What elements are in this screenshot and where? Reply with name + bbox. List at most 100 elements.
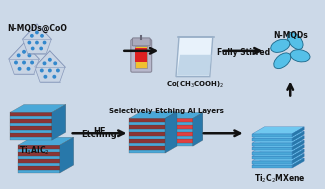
Circle shape	[31, 35, 33, 37]
Polygon shape	[292, 149, 304, 159]
Polygon shape	[10, 119, 52, 123]
Circle shape	[41, 69, 43, 72]
Polygon shape	[129, 146, 165, 150]
Polygon shape	[253, 158, 304, 165]
Polygon shape	[165, 132, 193, 136]
Circle shape	[31, 61, 33, 64]
Polygon shape	[292, 154, 304, 163]
Polygon shape	[253, 131, 304, 138]
Ellipse shape	[271, 39, 290, 52]
Polygon shape	[176, 37, 213, 77]
Circle shape	[18, 67, 21, 70]
Circle shape	[40, 47, 42, 50]
Polygon shape	[129, 143, 165, 146]
Circle shape	[36, 31, 38, 34]
Polygon shape	[253, 149, 304, 156]
Polygon shape	[10, 133, 52, 137]
Circle shape	[27, 67, 30, 70]
Circle shape	[53, 75, 56, 78]
Polygon shape	[129, 139, 165, 143]
Polygon shape	[292, 136, 304, 146]
Circle shape	[28, 54, 31, 57]
Circle shape	[43, 41, 46, 44]
Polygon shape	[129, 150, 165, 153]
Polygon shape	[10, 116, 52, 119]
Polygon shape	[18, 163, 60, 166]
Polygon shape	[165, 112, 203, 118]
Polygon shape	[165, 129, 193, 132]
Text: Ti$_3$AlC$_2$: Ti$_3$AlC$_2$	[19, 144, 49, 157]
Polygon shape	[292, 145, 304, 155]
Polygon shape	[35, 51, 65, 82]
Polygon shape	[18, 145, 60, 149]
FancyBboxPatch shape	[135, 46, 147, 68]
FancyBboxPatch shape	[132, 38, 150, 46]
Polygon shape	[253, 152, 292, 155]
Text: Fully Stirred: Fully Stirred	[217, 48, 270, 57]
Circle shape	[28, 41, 31, 44]
Polygon shape	[18, 159, 60, 163]
Text: Selectively Etching Al Layers: Selectively Etching Al Layers	[109, 108, 224, 114]
Polygon shape	[52, 105, 66, 140]
Polygon shape	[253, 145, 304, 152]
Circle shape	[43, 62, 46, 65]
Polygon shape	[129, 129, 165, 132]
Polygon shape	[129, 136, 165, 139]
Polygon shape	[292, 158, 304, 168]
Polygon shape	[253, 136, 304, 143]
Polygon shape	[253, 143, 292, 146]
Polygon shape	[253, 147, 292, 150]
Circle shape	[15, 61, 17, 64]
Polygon shape	[18, 170, 60, 173]
Polygon shape	[129, 125, 165, 129]
Polygon shape	[129, 111, 177, 118]
Circle shape	[49, 69, 51, 72]
Polygon shape	[129, 132, 165, 136]
Polygon shape	[18, 152, 60, 156]
Circle shape	[57, 69, 59, 72]
Polygon shape	[253, 127, 304, 134]
Polygon shape	[253, 140, 304, 147]
Polygon shape	[10, 105, 66, 112]
Text: Ti$_2$C$_2$MXene: Ti$_2$C$_2$MXene	[254, 173, 306, 185]
Circle shape	[41, 35, 43, 37]
FancyBboxPatch shape	[135, 48, 147, 62]
Polygon shape	[10, 123, 52, 126]
Circle shape	[44, 75, 46, 78]
Text: HF: HF	[93, 127, 106, 136]
Polygon shape	[9, 43, 39, 74]
Polygon shape	[165, 143, 193, 146]
Polygon shape	[10, 130, 52, 133]
Circle shape	[54, 62, 57, 65]
Text: Etching: Etching	[82, 130, 117, 139]
Polygon shape	[10, 137, 52, 140]
Polygon shape	[10, 112, 52, 116]
Circle shape	[18, 54, 20, 57]
Polygon shape	[165, 118, 193, 122]
Polygon shape	[253, 154, 304, 161]
Polygon shape	[10, 126, 52, 130]
Polygon shape	[165, 125, 193, 129]
Circle shape	[23, 61, 25, 64]
Polygon shape	[18, 166, 60, 170]
Polygon shape	[60, 137, 74, 173]
Polygon shape	[165, 139, 193, 143]
Text: N-MQDs: N-MQDs	[273, 31, 307, 40]
Circle shape	[36, 41, 38, 44]
Polygon shape	[193, 112, 203, 146]
Text: Co(CH$_3$COOH)$_2$: Co(CH$_3$COOH)$_2$	[166, 80, 224, 90]
Ellipse shape	[274, 53, 291, 69]
Polygon shape	[18, 149, 60, 152]
Polygon shape	[18, 156, 60, 159]
Polygon shape	[292, 140, 304, 150]
Polygon shape	[177, 55, 212, 76]
Circle shape	[49, 59, 51, 61]
Ellipse shape	[287, 32, 303, 49]
Polygon shape	[165, 136, 193, 139]
Polygon shape	[292, 131, 304, 141]
Polygon shape	[129, 118, 165, 122]
Polygon shape	[22, 24, 51, 53]
Polygon shape	[253, 161, 292, 163]
FancyBboxPatch shape	[131, 39, 152, 72]
Polygon shape	[253, 134, 292, 137]
